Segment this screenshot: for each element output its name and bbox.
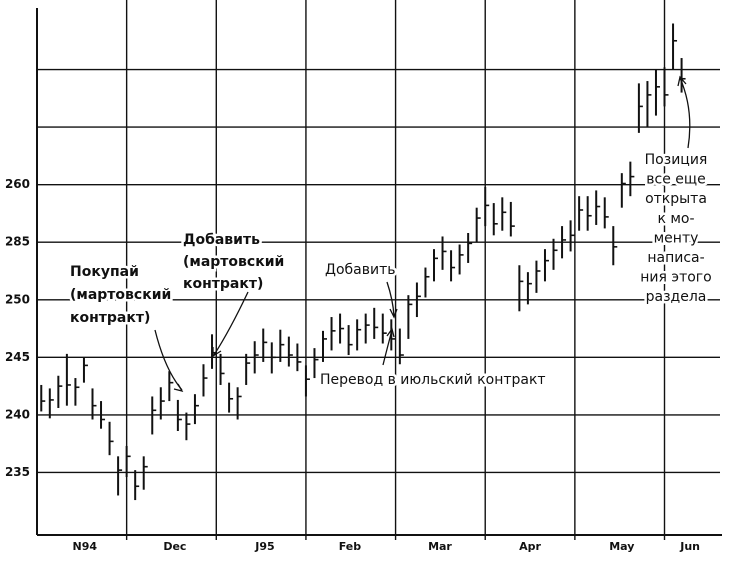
annotation: контракт) xyxy=(70,310,150,326)
annotation-bg: Перевод в июльский контракт xyxy=(320,372,546,388)
annotation: все еще xyxy=(646,172,705,188)
annotation: менту xyxy=(654,230,699,246)
x-tick-label: Dec xyxy=(163,540,186,553)
arrow xyxy=(213,291,249,356)
arrow-head xyxy=(677,75,687,87)
annotation-bg: все еще xyxy=(646,172,705,188)
annotation-bg: Добавить xyxy=(325,262,395,278)
annotation: (мартовский xyxy=(70,287,171,303)
x-tick-label: Feb xyxy=(339,540,362,553)
annotation-bg: написа- xyxy=(647,250,704,266)
y-tick-label: 235 xyxy=(5,465,30,479)
annotation-bg: открыта xyxy=(645,191,707,207)
y-tick-label: 245 xyxy=(5,350,30,364)
y-tick-label: 285 xyxy=(5,235,30,249)
y-tick-label: 250 xyxy=(5,292,30,306)
annotation-bg: к мо- xyxy=(657,211,694,227)
annotation: контракт) xyxy=(183,276,263,292)
annotation: (мартовский xyxy=(183,254,284,270)
x-tick-label: May xyxy=(609,540,634,553)
x-tick-label: Apr xyxy=(519,540,541,553)
annotation-bg: (мартовский xyxy=(70,287,171,303)
y-tick-label: 240 xyxy=(5,407,30,421)
annotation: раздела xyxy=(646,289,707,305)
annotation-bg: контракт) xyxy=(183,276,263,292)
annotation-bg: Покупай xyxy=(70,264,139,280)
x-tick-label: Mar xyxy=(428,540,452,553)
annotation-bg: Добавить xyxy=(183,232,260,248)
annotation: ния этого xyxy=(640,270,711,286)
annotation-bg: (мартовский xyxy=(183,254,284,270)
annotation: Позиция xyxy=(645,152,708,168)
annotation-bg: контракт) xyxy=(70,310,150,326)
annotation-bg: ния этого xyxy=(640,270,711,286)
annotation-bg: раздела xyxy=(646,289,707,305)
x-tick-label: J95 xyxy=(254,540,274,553)
annotation: Добавить xyxy=(325,262,395,278)
y-tick-label: 260 xyxy=(5,177,30,191)
annotation: Перевод в июльский контракт xyxy=(320,372,546,388)
annotation: к мо- xyxy=(657,211,694,227)
annotation-bg: Позиция xyxy=(645,152,708,168)
annotation: Покупай xyxy=(70,264,139,280)
annotation: открыта xyxy=(645,191,707,207)
x-tick-label: N94 xyxy=(73,540,98,553)
annotation: Добавить xyxy=(183,232,260,248)
annotation: написа- xyxy=(647,250,704,266)
arrow-head xyxy=(173,383,184,393)
annotation-bg: менту xyxy=(654,230,699,246)
x-tick-label: Jun xyxy=(679,540,700,553)
